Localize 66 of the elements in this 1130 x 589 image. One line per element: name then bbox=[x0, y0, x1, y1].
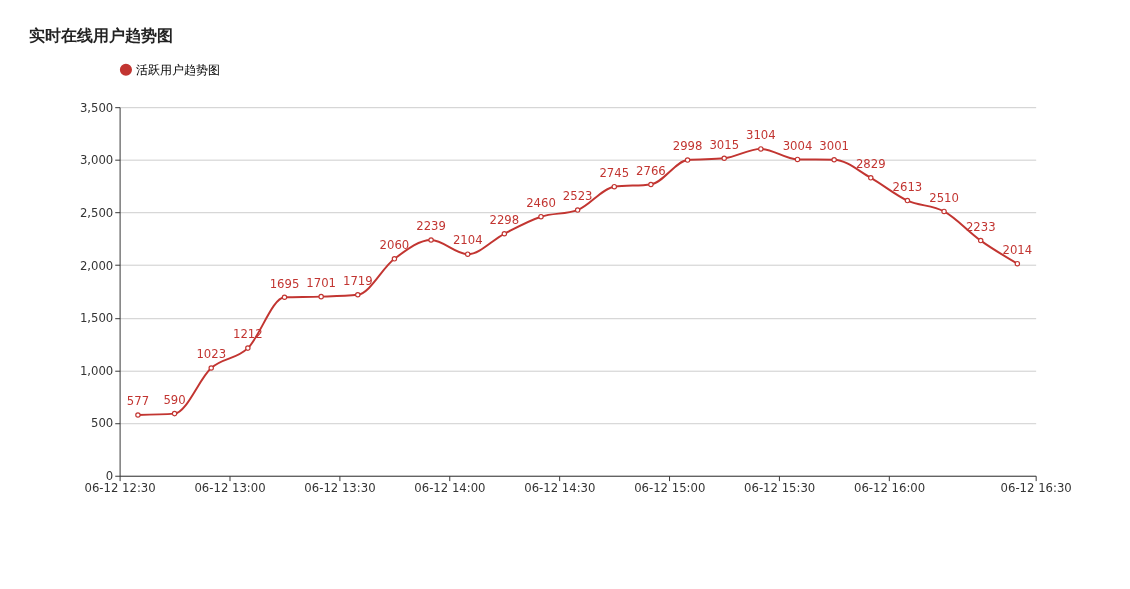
data-label: 2998 bbox=[672, 139, 703, 154]
x-tick-label: 06-12 13:30 bbox=[304, 480, 376, 495]
y-tick-label: 2,500 bbox=[79, 205, 114, 220]
data-label: 1719 bbox=[342, 274, 373, 289]
point bbox=[831, 156, 837, 163]
point bbox=[794, 156, 801, 163]
data-label: 2014 bbox=[1002, 242, 1033, 257]
y-tick-label: 1,000 bbox=[79, 363, 114, 378]
point bbox=[941, 208, 947, 215]
y-tick-label: 3,500 bbox=[79, 100, 114, 115]
point bbox=[501, 231, 508, 237]
data-label: 2460 bbox=[526, 195, 556, 210]
data-label: 2104 bbox=[452, 233, 483, 248]
data-label: 1023 bbox=[196, 347, 227, 362]
point bbox=[574, 207, 581, 213]
point bbox=[904, 197, 911, 204]
chart-title: 实时在线用户趋势图 bbox=[29, 27, 174, 46]
data-label: 3104 bbox=[746, 128, 776, 143]
point bbox=[208, 365, 214, 371]
point bbox=[318, 293, 324, 300]
x-tick-label: 06-12 14:30 bbox=[524, 480, 596, 495]
point bbox=[538, 213, 544, 220]
point bbox=[171, 410, 178, 417]
x-tick-label: 06-12 15:30 bbox=[744, 480, 816, 495]
data-label: 2239 bbox=[416, 219, 446, 234]
point bbox=[355, 291, 361, 298]
data-label: 3001 bbox=[819, 139, 849, 154]
point bbox=[721, 155, 727, 162]
point bbox=[464, 251, 471, 257]
y-tick-label: 500 bbox=[91, 416, 114, 431]
point bbox=[281, 294, 288, 301]
data-label: 2060 bbox=[379, 238, 410, 253]
data-label: 2829 bbox=[855, 157, 886, 172]
data-label: 2298 bbox=[489, 213, 520, 228]
point bbox=[684, 157, 691, 163]
point bbox=[135, 412, 141, 418]
data-label: 1695 bbox=[269, 276, 300, 291]
point bbox=[611, 183, 618, 190]
data-label: 2766 bbox=[636, 163, 666, 178]
data-label: 577 bbox=[126, 394, 150, 409]
y-tick-label: 1,500 bbox=[79, 311, 114, 326]
data-label: 2613 bbox=[892, 179, 923, 194]
data-label: 590 bbox=[163, 392, 186, 407]
legend-label: 活跃用户趋势图 bbox=[136, 62, 221, 77]
x-tick-label: 06-12 15:00 bbox=[634, 480, 706, 495]
data-label: 1701 bbox=[306, 275, 336, 290]
point bbox=[648, 181, 654, 188]
data-label: 3015 bbox=[709, 137, 740, 152]
y-tick-label: 2,000 bbox=[79, 258, 114, 273]
point bbox=[758, 146, 764, 152]
x-tick-label: 06-12 16:00 bbox=[854, 480, 926, 495]
data-label: 2745 bbox=[599, 165, 630, 180]
point bbox=[977, 237, 984, 244]
x-tick-label: 06-12 14:00 bbox=[414, 480, 486, 495]
data-label: 2523 bbox=[562, 189, 593, 204]
point bbox=[245, 345, 251, 351]
data-label: 2233 bbox=[965, 219, 996, 234]
point bbox=[868, 175, 874, 181]
point bbox=[1014, 260, 1021, 267]
x-tick-label: 06-12 13:00 bbox=[194, 480, 266, 495]
data-label: 3004 bbox=[782, 138, 813, 153]
point bbox=[428, 237, 434, 243]
y-tick-label: 3,000 bbox=[79, 153, 114, 168]
data-label: 2510 bbox=[929, 190, 959, 205]
x-tick-label: 06-12 16:30 bbox=[1000, 480, 1072, 495]
point bbox=[391, 256, 398, 262]
